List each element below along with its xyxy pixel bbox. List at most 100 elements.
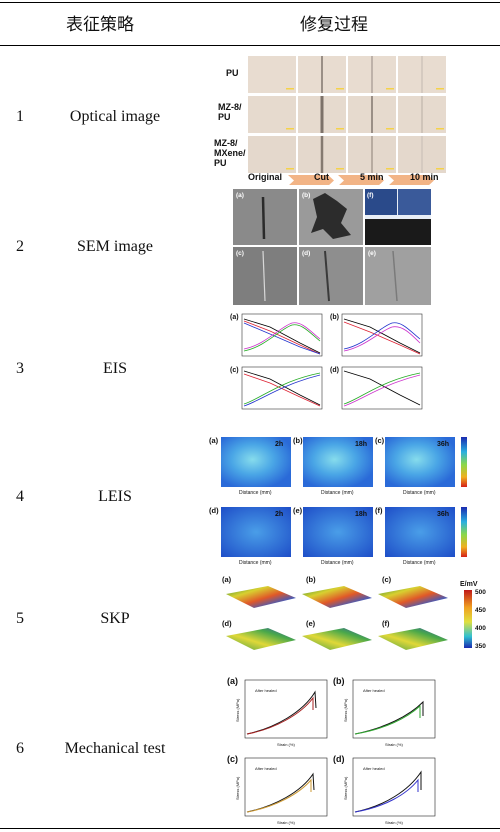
panel-label: (e) (306, 619, 316, 628)
x-axis-label: Strain (%) (385, 742, 403, 747)
panel-label: (b) (330, 314, 339, 321)
colorbar-unit: E/mV (460, 581, 478, 588)
header-strategy: 表征策略 (66, 15, 134, 35)
skp-figure: (a) (b) (c) (d) (e) (f) E/mV 500 450 400… (220, 572, 490, 668)
process-arrows (288, 175, 434, 186)
panel-label: (c) (236, 250, 244, 257)
panel-label: (f) (367, 192, 374, 199)
colorbar-tick: 450 (475, 607, 486, 614)
row-number: 1 (16, 108, 24, 125)
panel-label: (d) (209, 506, 219, 515)
eis-figure: (a) (b) (c) (d) (230, 309, 435, 421)
y-axis-label: Stress (MPa) (235, 776, 240, 800)
axis-label: Distance (mm) (239, 560, 272, 566)
top-rule (0, 2, 500, 3)
panel-label: (b) (333, 676, 345, 686)
time-label: 36h (437, 511, 449, 518)
leis-top-row (221, 437, 455, 487)
row-name: SEM image (77, 238, 153, 255)
skp-surfaces (226, 586, 448, 650)
x-axis-label: Strain (%) (385, 820, 403, 825)
optical-figure: PU MZ-8/ PU MZ-8/ MXene/ PU Original Cut… (210, 50, 450, 186)
panel-label: (f) (375, 506, 383, 515)
stress-strain-plots: (a) (b) (c) (d) After healed After heale… (227, 676, 436, 825)
colorbar-tick: 350 (475, 643, 486, 650)
eis-curves (243, 318, 421, 407)
sem-figure: (a) (b) (f) (c) (d) (e) (233, 189, 431, 305)
row-name: LEIS (98, 488, 132, 505)
colorbar (461, 507, 467, 557)
optical-row-mz8-mxene (248, 136, 446, 173)
row-number: 3 (16, 360, 24, 377)
colorbar (461, 437, 467, 487)
legend-entry: After healed (363, 766, 385, 771)
axis-label: Distance (mm) (403, 490, 436, 496)
panel-label: (b) (306, 575, 316, 584)
row-number: 5 (16, 610, 24, 627)
panel-label: (a) (230, 314, 239, 321)
panel-label: (d) (222, 619, 232, 628)
y-axis-label: Stress (MPa) (235, 698, 240, 722)
panel-label: (c) (382, 575, 392, 584)
row-name: EIS (103, 360, 127, 377)
sem-grid: (a) (b) (f) (c) (d) (e) (233, 189, 431, 305)
sample-label: MZ-8/ MXene/ PU (214, 138, 246, 168)
panel-label: (d) (302, 250, 310, 257)
panel-label: (a) (227, 676, 238, 686)
sample-label: MZ-8/ PU (218, 102, 242, 122)
scale-bars (286, 88, 444, 170)
step-label: Cut (314, 172, 329, 182)
x-axis-label: Strain (%) (277, 742, 295, 747)
panel-label: (a) (222, 575, 232, 584)
sample-label: PU (226, 68, 239, 78)
axis-label: Distance (mm) (403, 560, 436, 566)
row-name: SKP (100, 610, 130, 627)
leis-bottom-row (221, 507, 455, 557)
legend-entry: After healed (255, 766, 277, 771)
bottom-rule (0, 828, 500, 829)
header-rule (0, 45, 500, 46)
panel-label: (f) (382, 619, 390, 628)
colorbar-tick: 400 (475, 625, 486, 632)
panel-label: (c) (230, 367, 239, 374)
time-label: 18h (355, 441, 367, 448)
curve-original (246, 690, 317, 735)
leis-maps: (a) (b) (c) (d) (e) (f) 2h 18h 36h 2h 18… (209, 436, 467, 566)
panel-label: (e) (368, 250, 376, 257)
panel-label: (e) (293, 506, 303, 515)
curve-healed (354, 704, 421, 735)
mechanical-figure: (a) (b) (c) (d) After healed After heale… (225, 672, 450, 827)
colorbar-tick: 500 (475, 589, 486, 596)
axis-label: Distance (mm) (321, 560, 354, 566)
panel-label: (b) (293, 436, 303, 445)
panel-label: (d) (330, 367, 339, 374)
time-label: 18h (355, 511, 367, 518)
curve-healed (354, 778, 419, 813)
optical-row-pu (248, 56, 446, 93)
skp-colorbar (464, 590, 472, 648)
curve-original (354, 770, 422, 813)
legend-entry: After healed (363, 688, 385, 693)
axis-label: Distance (mm) (321, 490, 354, 496)
panel-label: (a) (209, 436, 219, 445)
panel-label: (c) (227, 754, 238, 764)
step-label: Original (248, 172, 283, 182)
header-process: 修复过程 (300, 15, 368, 35)
time-label: 2h (275, 441, 283, 448)
optical-grid (248, 56, 446, 186)
curve-healed (246, 778, 312, 813)
y-axis-label: Stress (MPa) (343, 776, 348, 800)
leis-figure: (a) (b) (c) (d) (e) (f) 2h 18h 36h 2h 18… (207, 431, 492, 567)
row-number: 2 (16, 238, 24, 255)
row-name: Mechanical test (64, 740, 166, 757)
eis-plots: (a) (b) (c) (d) (230, 313, 423, 410)
x-axis-label: Strain (%) (277, 820, 295, 825)
curve-healed (246, 696, 314, 735)
y-axis-label: Stress (MPa) (343, 698, 348, 722)
time-label: 36h (437, 441, 449, 448)
row-number: 4 (16, 488, 24, 505)
row-name: Optical image (69, 108, 161, 125)
skp-maps: (a) (b) (c) (d) (e) (f) E/mV 500 450 400… (222, 575, 486, 650)
time-label: 2h (275, 511, 283, 518)
panel-label: (a) (236, 192, 244, 199)
